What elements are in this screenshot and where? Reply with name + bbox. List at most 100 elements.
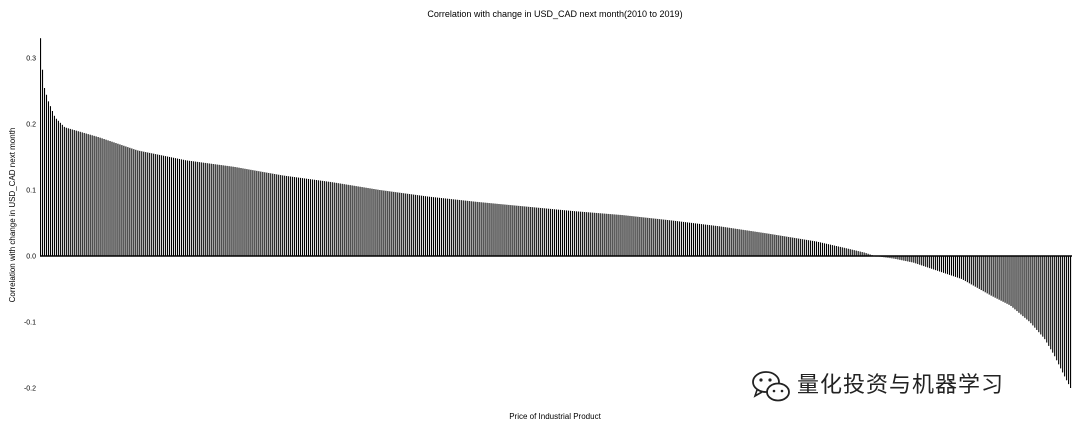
bar [317,180,319,256]
bar [617,214,619,256]
bar [623,215,625,256]
bar [760,232,762,256]
bar [117,143,119,256]
bar [234,166,236,256]
bar [655,218,657,256]
bar [242,168,244,256]
bar [480,202,482,256]
bar [411,194,413,256]
bar [268,172,270,256]
bar [436,197,439,256]
bar [686,222,689,256]
bar [972,256,974,286]
bar [319,180,321,256]
bar [800,238,802,256]
bar [464,200,466,256]
bar [706,224,708,256]
bar [641,217,643,256]
bar [796,238,798,256]
bar [353,185,355,256]
bar [688,222,691,256]
bar [87,134,89,256]
bar [476,201,478,256]
bar [349,185,351,256]
bar [93,135,95,256]
bar [1014,256,1016,310]
bar [958,256,960,279]
bar [423,195,425,256]
bar [708,225,710,256]
bar [774,234,776,256]
bar [903,256,905,261]
bar [839,246,841,256]
bar [127,147,129,256]
watermark-text: 量化投资与机器学习 [797,373,1004,398]
bar [748,230,750,256]
bar [59,122,61,256]
bar [270,173,272,256]
bar [272,173,274,256]
bar [198,162,200,256]
bar [468,201,470,256]
bar [917,256,919,265]
bar [145,152,147,256]
bar [224,165,226,256]
bar [55,118,57,256]
bar [946,256,949,275]
bar [750,231,752,256]
bar [815,241,818,256]
bar [698,223,700,256]
bar [280,175,282,256]
bar [962,256,964,280]
bar [139,150,141,256]
bar [716,226,718,256]
y-tick-label: 0.3 [26,56,36,63]
bar [192,161,194,256]
bar [1060,256,1062,369]
bar [974,256,976,287]
bar [260,171,262,256]
bar [1042,256,1044,337]
bar [161,155,163,256]
bar [264,172,266,256]
bar [909,256,911,262]
bar [778,235,780,256]
bar [988,256,990,295]
bar [681,221,683,256]
bar [825,243,827,256]
bar [325,181,327,256]
bar [45,94,48,256]
bar [405,193,407,256]
bar [438,197,440,256]
bar [79,131,81,256]
bar [833,245,835,256]
bar [542,208,544,256]
bar [554,209,556,256]
y-tick-label: -0.2 [24,386,36,393]
bar [103,139,105,256]
bar [935,256,937,271]
bar [109,141,111,256]
bar [446,198,448,256]
bar [563,210,566,256]
bar [1064,256,1066,377]
bar [762,232,764,256]
bar [530,207,532,256]
bar [897,256,899,260]
bar [984,256,986,293]
bar [91,135,93,256]
bar [403,193,405,256]
bar [645,217,647,256]
bar [629,215,631,256]
bar [351,185,353,256]
bar [1020,256,1022,315]
bar [470,201,472,256]
bar [565,210,568,256]
bar [440,198,442,256]
bar [1068,256,1070,385]
bar [311,179,313,256]
bar [784,236,786,256]
bar [389,191,391,256]
bar [738,229,740,256]
bar [827,244,829,256]
